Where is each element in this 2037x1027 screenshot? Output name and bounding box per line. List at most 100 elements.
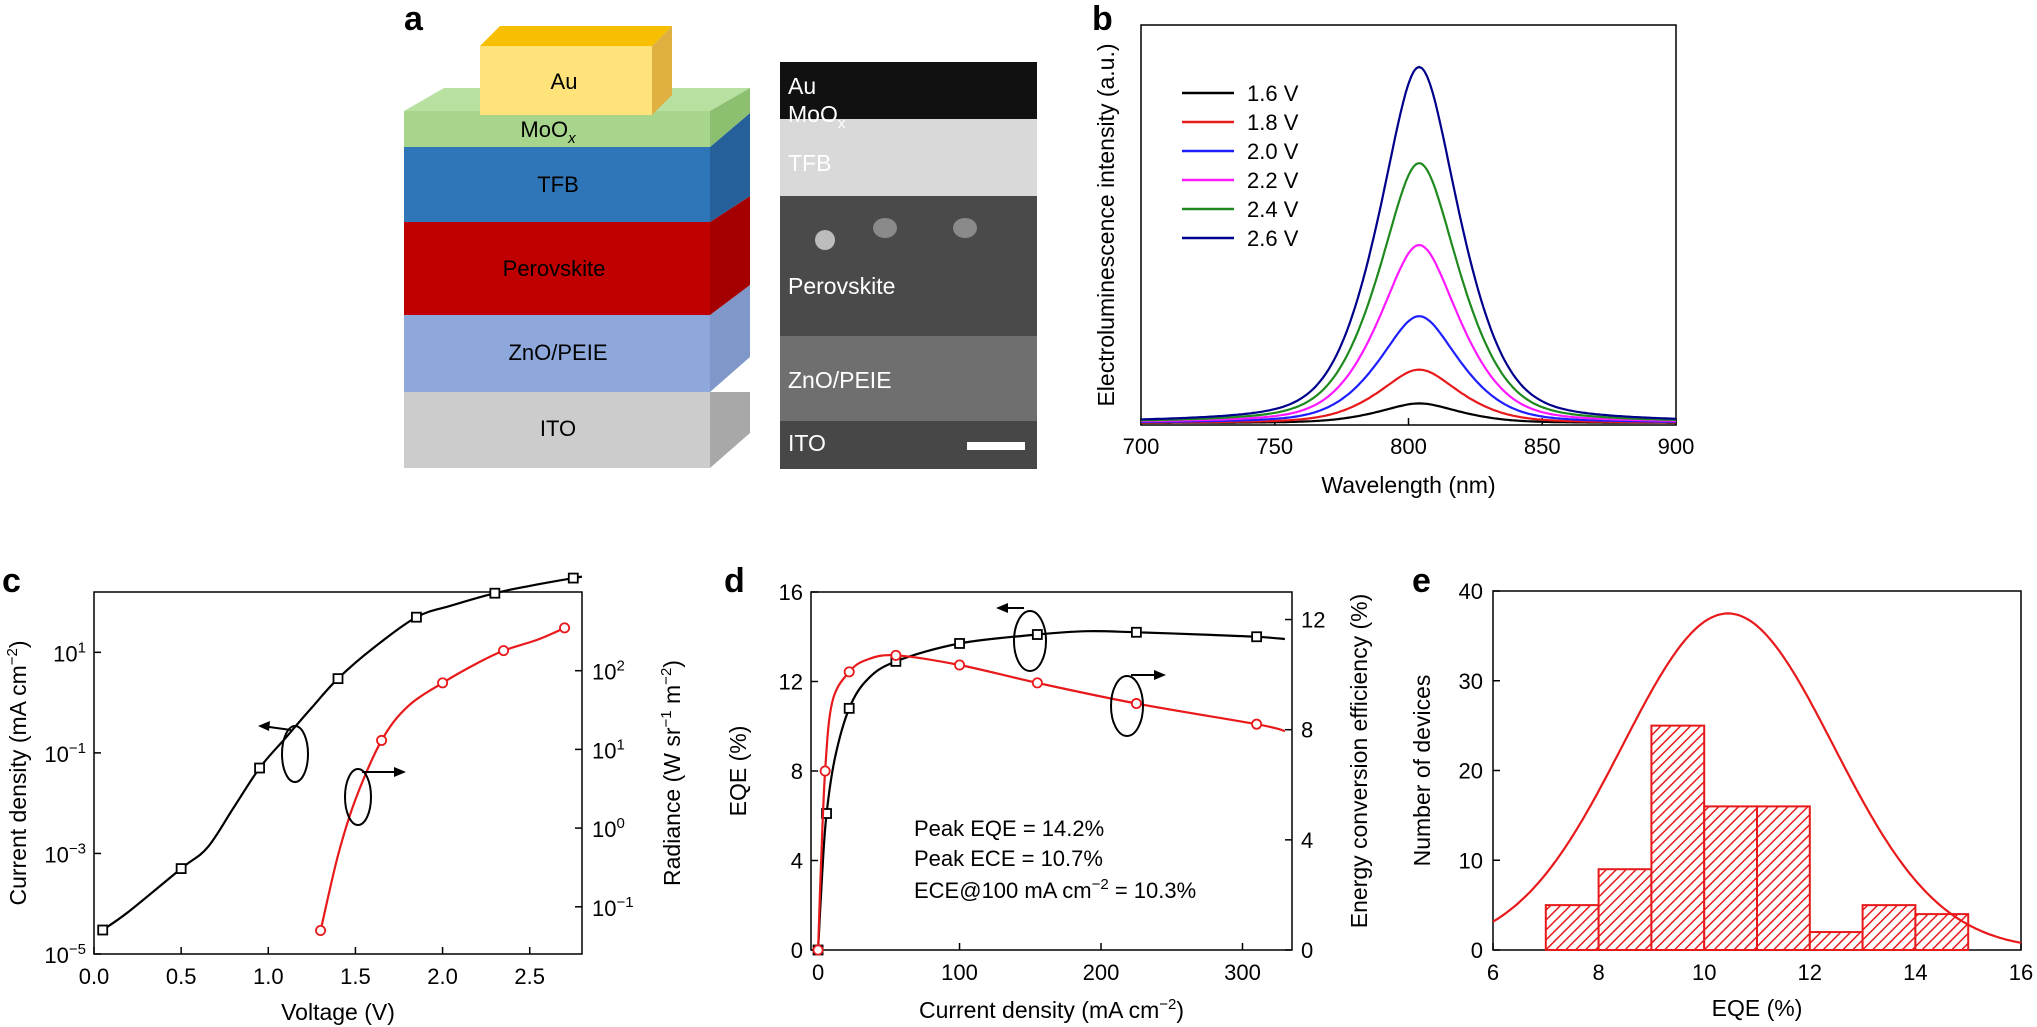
ece-marker [1251, 718, 1263, 730]
left-y-tick-label: 16 [779, 580, 803, 605]
radiance-curve [319, 626, 566, 931]
ece-marker [843, 666, 855, 678]
x-axis-label: EQE (%) [1712, 995, 1803, 1021]
series-line [1141, 243, 1677, 423]
current-density-curve [102, 575, 583, 931]
right-y-tick-label: 101 [592, 736, 625, 763]
x-tick-label: 1.0 [253, 964, 284, 989]
au-layer-top [480, 26, 672, 46]
y-tick-label: 20 [1459, 759, 1483, 784]
histogram-bar [1808, 931, 1864, 951]
current-density-marker [175, 863, 187, 874]
tfb-layer-side [710, 113, 750, 222]
axis-indicator-ellipse-left [1013, 610, 1047, 672]
arrow-right-head [394, 767, 406, 777]
moo-layer [404, 111, 710, 147]
x-tick-label: 2.5 [514, 964, 545, 989]
right-y-tick-label: 12 [1301, 608, 1325, 633]
histogram-bar [1756, 805, 1811, 952]
histogram-bar [1861, 904, 1917, 951]
tem-label-ito: ITO [788, 430, 826, 456]
left-y-tick-label: 10−5 [44, 941, 86, 968]
left-y-axis-label: EQE (%) [725, 726, 751, 817]
radiance-marker [498, 645, 510, 657]
eqe-marker [1251, 631, 1263, 643]
histogram-bar [1544, 904, 1600, 951]
x-tick-label: 0 [812, 960, 824, 985]
left-y-tick-label: 12 [779, 670, 803, 695]
left-y-tick-label: 101 [53, 639, 86, 666]
series-line [1140, 161, 1677, 422]
ece-marker [954, 659, 966, 671]
right-y-tick-label: 102 [592, 658, 625, 685]
moo-layer-side [710, 88, 750, 147]
y-tick-label: 30 [1459, 669, 1483, 694]
x-tick-label: 8 [1592, 960, 1604, 985]
zno-label: ZnO/PEIE [508, 340, 607, 365]
perovskite-label: Perovskite [503, 256, 606, 281]
gaussian-fit-curve [1492, 612, 2022, 944]
tem-tfb-band [780, 119, 1037, 196]
x-tick-label: 2.0 [427, 964, 458, 989]
ece-marker [819, 765, 831, 777]
eqe-marker [843, 702, 855, 714]
x-tick-label: 200 [1083, 960, 1120, 985]
left-y-tick-label: 4 [791, 849, 803, 874]
y-axis-label: Electroluminescence intensity (a.u.) [1093, 43, 1119, 406]
au-layer-side [652, 26, 672, 115]
tem-cross-section-image: Au MoOx TFB Perovskite ZnO/PEIE ITO [780, 62, 1037, 469]
x-tick-label: 10 [1692, 960, 1716, 985]
x-tick-label: 0.5 [166, 964, 197, 989]
current-density-marker [411, 611, 422, 623]
legend-label: 2.4 V [1247, 197, 1299, 222]
x-tick-label: 850 [1524, 434, 1561, 459]
x-tick-label: 100 [941, 960, 978, 985]
ece-marker [890, 649, 902, 661]
radiance-marker [437, 677, 449, 689]
current-density-marker [489, 587, 501, 599]
x-axis-label: Voltage (V) [281, 999, 395, 1025]
eqe-marker [1031, 629, 1043, 640]
tem-grain [953, 218, 977, 238]
right-y-tick-label: 100 [592, 815, 625, 842]
arrow-left-head [258, 721, 270, 731]
tem-grain [815, 230, 835, 250]
left-y-tick-label: 10−3 [44, 840, 86, 867]
panel-label-c: c [2, 562, 21, 600]
y-tick-label: 10 [1459, 848, 1483, 873]
x-tick-label: 0.0 [79, 964, 110, 989]
axis-indicator-ellipse-left [281, 725, 309, 783]
axis-indicator-ellipse-right [344, 768, 372, 826]
chart-d-eqe-ece: 0 100 200 300 0 4 8 12 16 0 4 8 12 Current density (m… [725, 580, 1372, 1023]
ito-layer [404, 392, 710, 468]
tem-label-tfb: TFB [788, 150, 831, 176]
ece-marker [1130, 698, 1142, 710]
y-tick-label: 0 [1471, 938, 1483, 963]
tem-zno-band [780, 336, 1037, 421]
radiance-marker [376, 734, 388, 746]
tem-label-au: Au [788, 73, 816, 99]
histogram-bar [1597, 868, 1653, 951]
right-y-tick-label: 10−1 [592, 894, 634, 921]
tem-label-zno: ZnO/PEIE [788, 367, 892, 393]
tfb-layer [404, 147, 710, 222]
annotation-peak-eqe: Peak EQE = 14.2% [914, 816, 1104, 841]
tem-perovskite-band [780, 196, 1037, 336]
right-y-tick-label: 8 [1301, 718, 1313, 743]
panel-label-d: d [724, 562, 745, 600]
legend-label: 2.0 V [1247, 139, 1299, 164]
right-y-axis-label: Energy conversion efficiency (%) [1346, 594, 1372, 929]
tem-label-moo: MoOx [788, 101, 846, 132]
au-layer [480, 46, 652, 115]
tem-au-band [780, 62, 1037, 119]
legend-label: 2.6 V [1247, 226, 1299, 251]
current-density-marker [567, 572, 579, 584]
y-axis-label: Number of devices [1409, 675, 1435, 867]
scale-bar [967, 442, 1025, 450]
tfb-label: TFB [537, 172, 579, 197]
ece-marker [812, 944, 824, 956]
chart-e-eqe-histogram: 6 8 10 12 14 16 0 10 20 30 40 EQE (%) Number of devi… [1409, 579, 2033, 1021]
current-density-marker [97, 924, 109, 936]
ece-curve [817, 654, 1286, 951]
